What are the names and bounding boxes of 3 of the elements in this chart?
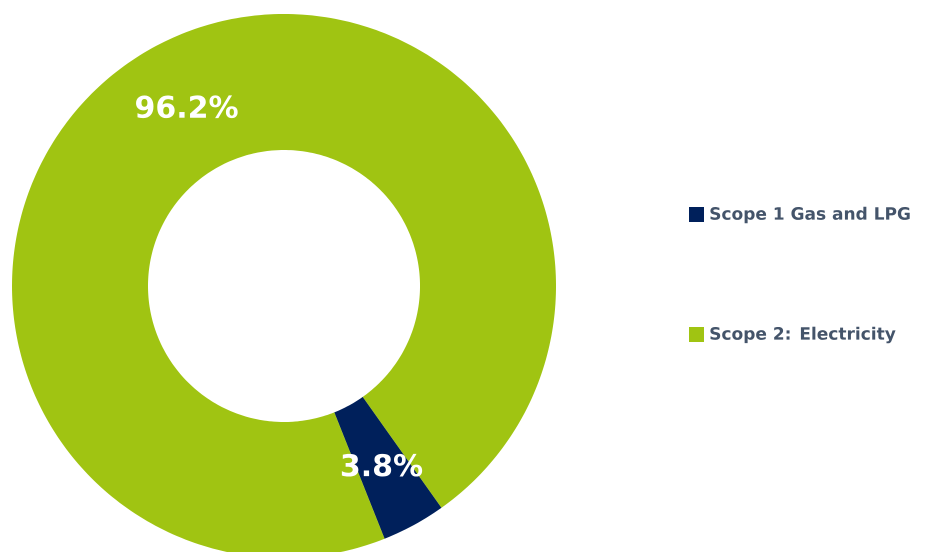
data-label: 96.2% bbox=[136, 95, 238, 118]
legend-label: Scope 2: Electricity bbox=[710, 326, 896, 344]
legend-label: Scope 1 Gas and LPG bbox=[710, 206, 910, 224]
